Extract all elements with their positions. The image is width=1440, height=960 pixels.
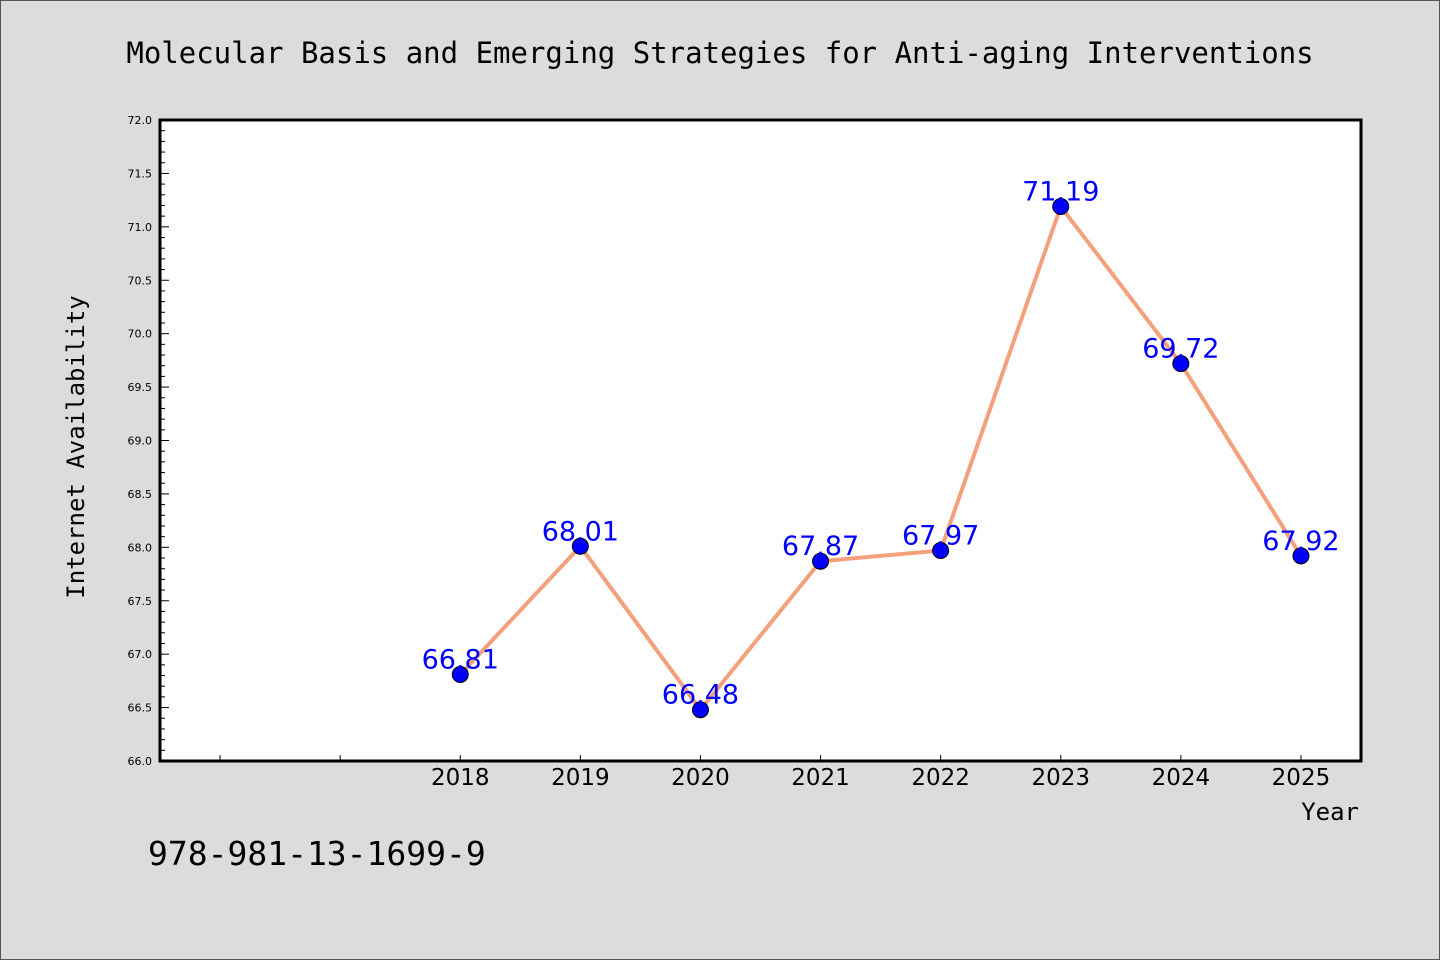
x-tick-label: 2025 — [1272, 765, 1331, 791]
y-tick-label: 71.0 — [128, 221, 153, 234]
y-tick-label: 69.0 — [128, 435, 153, 448]
y-tick-label: 66.0 — [128, 755, 153, 768]
data-label: 67.92 — [1262, 526, 1339, 557]
data-label: 66.81 — [422, 644, 499, 675]
x-tick-label: 2023 — [1031, 765, 1090, 791]
data-point — [571, 537, 589, 555]
data-point — [1172, 355, 1190, 373]
data-point — [691, 701, 709, 719]
x-tick-label: 2024 — [1152, 765, 1211, 791]
y-tick-label: 68.5 — [128, 488, 153, 501]
data-label: 68.01 — [542, 516, 619, 547]
data-label-group: 66.81 68.01 66.48 67.87 67.97 71.19 69.72 67.92 — [422, 177, 1340, 711]
y-axis-label: Internet Availability — [62, 295, 90, 598]
data-point — [451, 665, 469, 683]
series-group — [451, 198, 1310, 719]
plot-border — [158, 118, 1363, 763]
x-tick-label: 2019 — [551, 765, 610, 791]
data-point — [932, 542, 950, 560]
plot-area — [160, 120, 1361, 761]
data-point — [1292, 547, 1310, 565]
data-label: 67.97 — [902, 521, 979, 552]
x-axis-ticks: 2018 2019 2020 2021 2022 2023 2024 2025 — [219, 755, 1331, 791]
y-tick-label: 70.5 — [128, 274, 153, 287]
chart-title: Molecular Basis and Emerging Strategies … — [126, 36, 1313, 70]
x-tick-label: 2020 — [671, 765, 730, 791]
y-tick-label: 71.5 — [128, 167, 153, 180]
y-tick-label: 70.0 — [128, 328, 153, 341]
y-tick-label: 69.5 — [128, 381, 153, 394]
isbn-text: 978-981-13-1699-9 — [148, 834, 486, 873]
x-tick-label: 2022 — [911, 765, 970, 791]
data-label: 69.72 — [1142, 334, 1219, 365]
data-label: 71.19 — [1022, 177, 1099, 208]
data-label: 66.48 — [662, 680, 739, 711]
y-tick-label: 72.0 — [128, 114, 153, 127]
data-point — [1052, 198, 1070, 216]
x-tick-label: 2018 — [431, 765, 490, 791]
y-tick-label: 67.5 — [128, 595, 153, 608]
data-label: 67.87 — [782, 531, 859, 562]
y-axis-ticks: 66.0 66.5 67.0 67.5 68.0 68.5 69.0 69.5 70.0 70.5… — [128, 114, 169, 768]
x-axis-label: Year — [1301, 798, 1359, 826]
data-point — [812, 552, 830, 570]
y-tick-label: 66.5 — [128, 702, 153, 715]
x-tick-label: 2021 — [791, 765, 850, 791]
series-line — [458, 204, 1303, 712]
y-tick-label: 68.0 — [128, 541, 153, 554]
y-tick-label: 67.0 — [128, 648, 153, 661]
